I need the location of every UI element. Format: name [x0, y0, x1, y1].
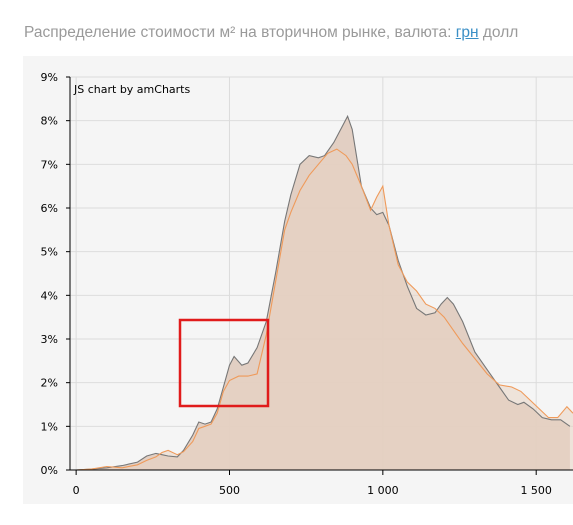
x-tick-labels: 0 500 1 000 1 500: [73, 484, 552, 497]
y-tick-label: 0%: [41, 464, 58, 477]
y-tick-labels: 0% 1% 2% 3% 4% 5% 6% 7% 8% 9%: [41, 71, 58, 477]
y-tick-label: 6%: [41, 202, 58, 215]
currency-uah-link[interactable]: грн: [455, 24, 479, 41]
y-tick-label: 3%: [41, 333, 58, 346]
chart-title: Распределение стоимости м² на вторичном …: [24, 24, 452, 41]
series-lines: [76, 114, 573, 471]
axes: [66, 76, 573, 475]
x-tick-label: 500: [219, 484, 240, 497]
y-tick-label: 7%: [41, 158, 58, 171]
x-tick-label: 0: [73, 484, 80, 497]
x-tick-label: 1 500: [520, 484, 552, 497]
currency-usd-link[interactable]: долл: [482, 24, 519, 41]
amcharts-credit[interactable]: JS chart by amCharts: [73, 83, 190, 96]
y-tick-label: 2%: [41, 377, 58, 390]
chart-heading: Распределение стоимости м² на вторичном …: [24, 24, 518, 42]
series-areas: [76, 116, 573, 471]
y-tick-label: 5%: [41, 246, 58, 259]
y-tick-label: 1%: [41, 420, 58, 433]
y-tick-label: 8%: [41, 115, 58, 128]
series-2-area: [76, 149, 573, 470]
highlight-box: [178, 318, 270, 408]
series-2-line[interactable]: [76, 148, 573, 471]
y-tick-label: 9%: [41, 71, 58, 84]
y-tick-label: 4%: [41, 289, 58, 302]
x-tick-label: 1 000: [367, 484, 399, 497]
